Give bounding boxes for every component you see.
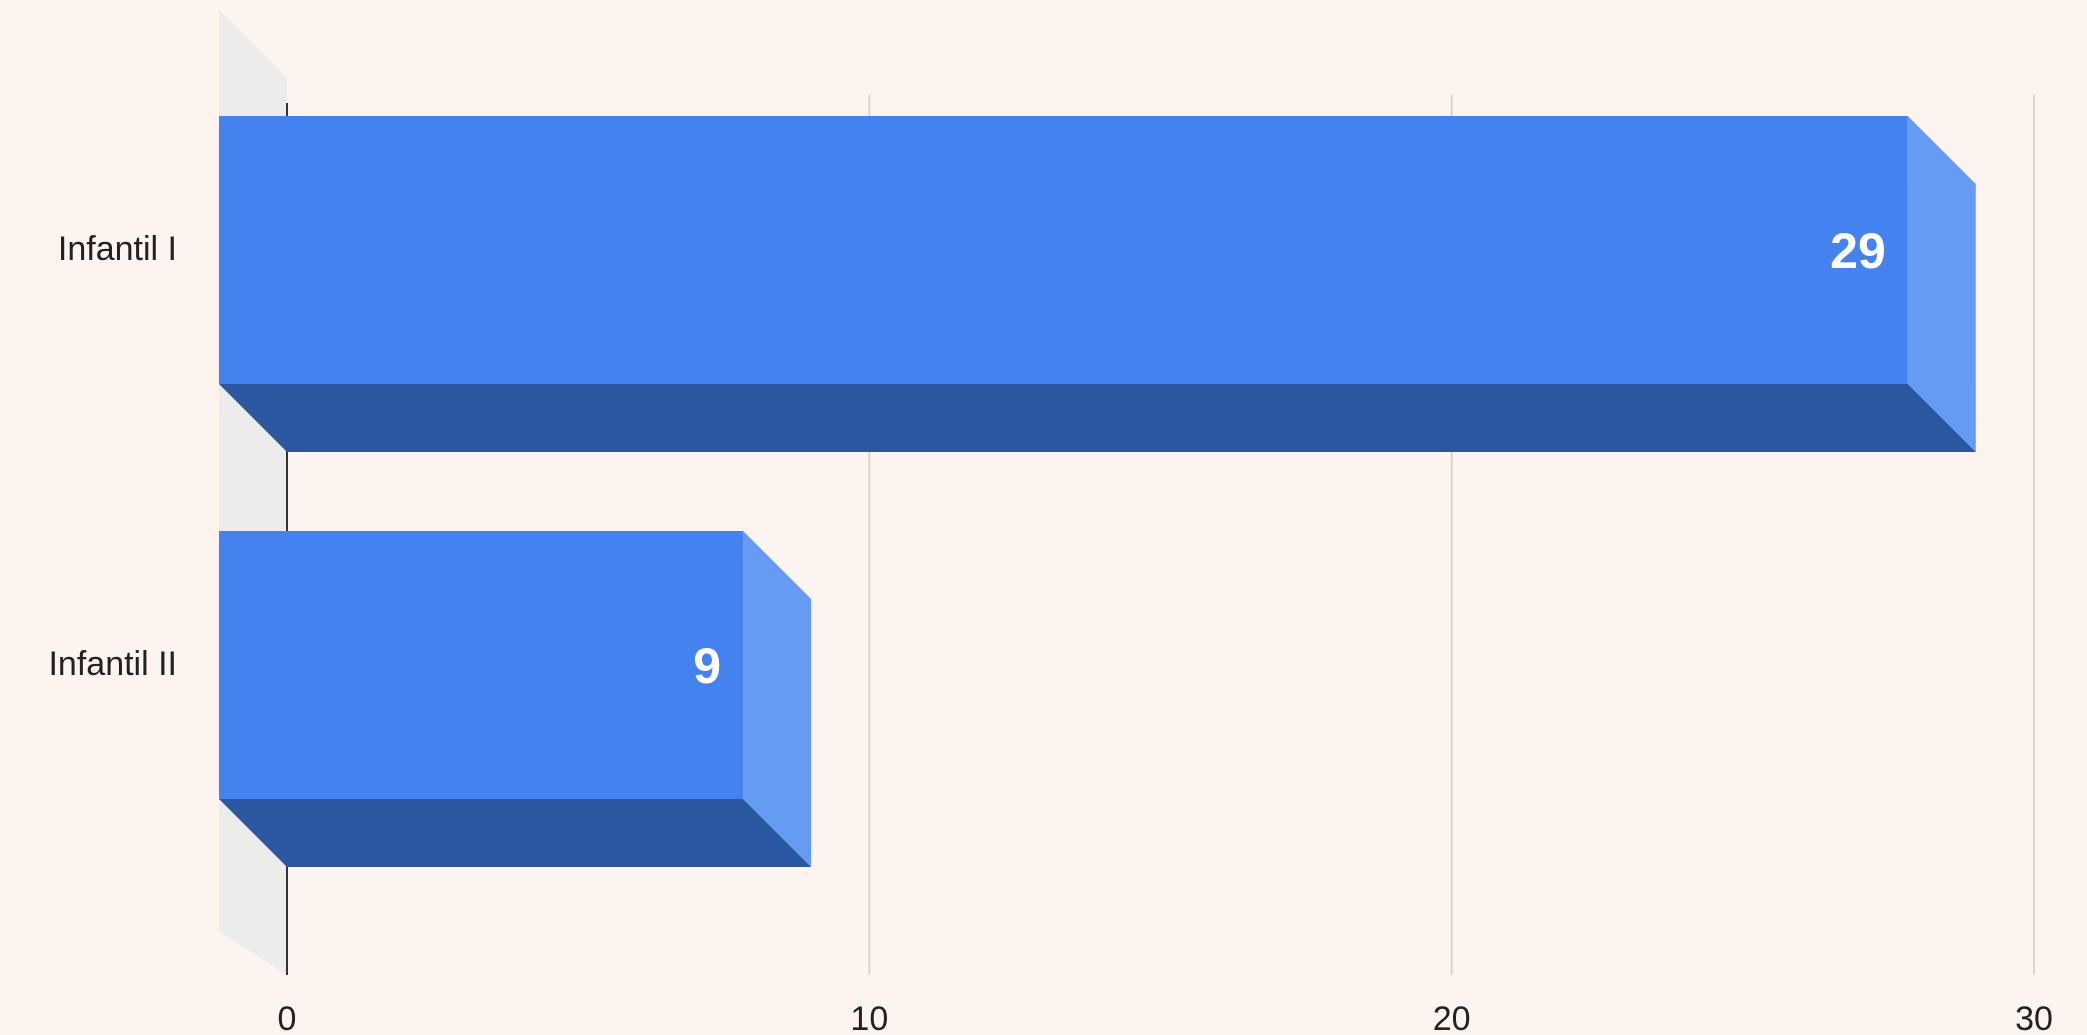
bar-front-face <box>219 116 1908 384</box>
bar-1: 29 <box>219 116 1976 452</box>
category-label: Infantil I <box>58 230 177 268</box>
category-labels: Infantil I Infantil II <box>48 230 177 683</box>
data-label: 9 <box>693 638 721 694</box>
bars: 29 9 <box>219 116 1976 867</box>
tick-label: 10 <box>850 1000 888 1035</box>
bar-bottom-face <box>219 384 1976 452</box>
bar-front-face <box>219 531 744 799</box>
bar-bottom-face <box>219 799 812 867</box>
x-axis-ticks: 0 10 20 30 <box>278 1000 2053 1035</box>
bar-side-face <box>743 531 812 867</box>
category-label: Infantil II <box>48 645 177 683</box>
bar-side-face <box>1907 116 1976 452</box>
data-label: 29 <box>1830 223 1886 279</box>
tick-label: 20 <box>1433 1000 1471 1035</box>
bar-2: 9 <box>219 531 812 867</box>
tick-label: 0 <box>278 1000 297 1035</box>
tick-label: 30 <box>2015 1000 2053 1035</box>
